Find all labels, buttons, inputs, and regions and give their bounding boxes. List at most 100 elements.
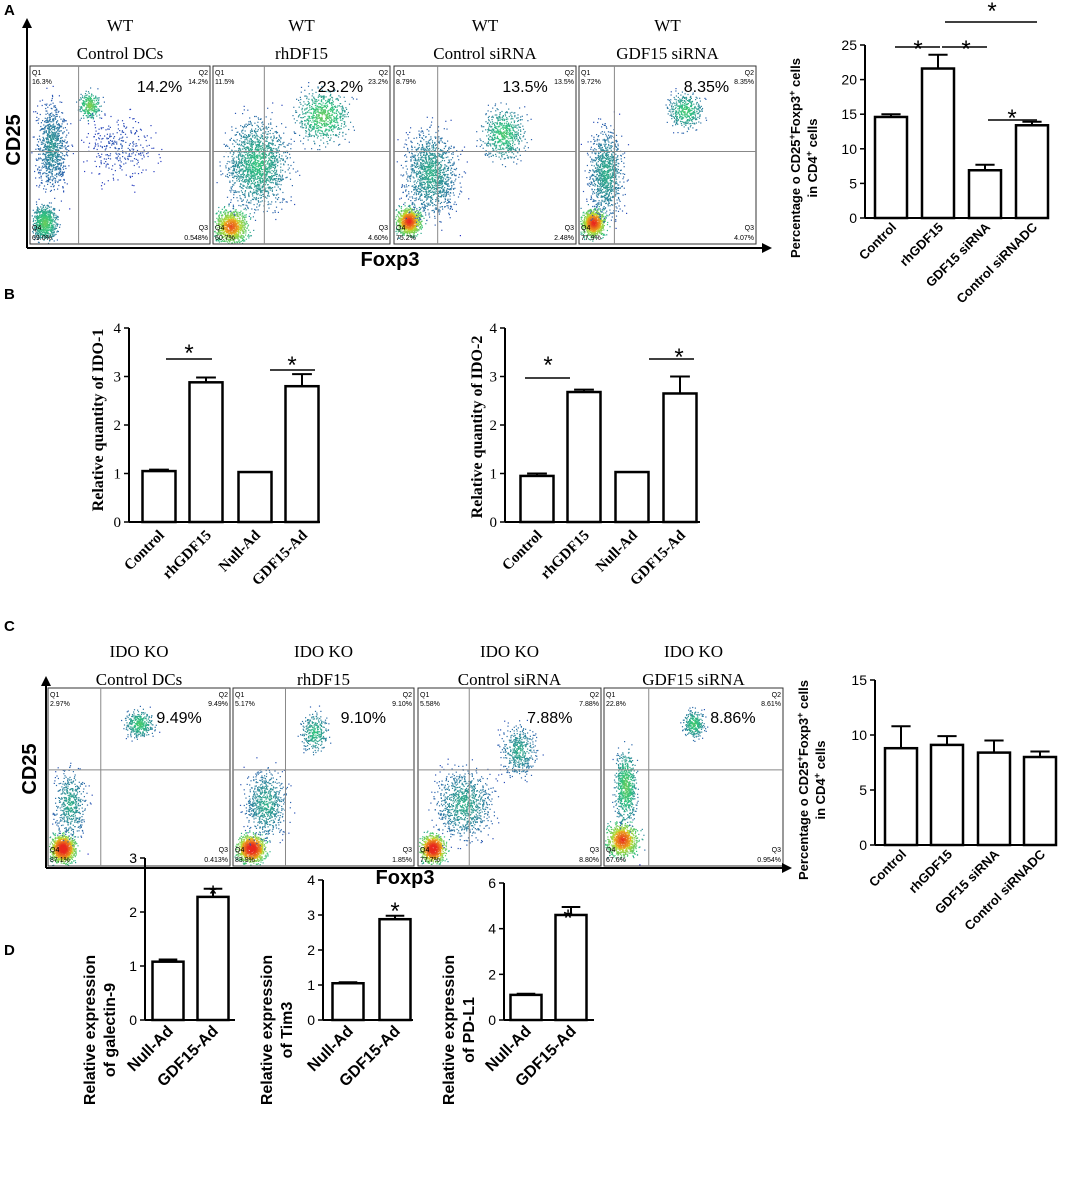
flow-event-dot bbox=[114, 164, 115, 165]
flow-event-dot bbox=[259, 186, 260, 187]
flow-event-dot bbox=[55, 175, 56, 176]
flow-event-dot bbox=[82, 95, 83, 96]
flow-event-dot bbox=[122, 137, 123, 138]
flow-event-dot bbox=[62, 186, 63, 187]
flow-event-dot bbox=[255, 182, 256, 183]
flow-event-dot bbox=[252, 166, 253, 167]
flow-event-dot bbox=[258, 147, 259, 148]
flow-event-dot bbox=[248, 178, 249, 179]
flow-event-dot bbox=[240, 156, 241, 157]
flow-event-dot bbox=[325, 100, 326, 101]
flow-event-dot bbox=[53, 103, 54, 104]
flow-event-dot bbox=[43, 124, 44, 125]
flow-event-dot bbox=[46, 139, 47, 140]
flow-event-dot bbox=[254, 123, 255, 124]
flow-event-dot bbox=[255, 137, 256, 138]
flow-event-dot bbox=[268, 208, 269, 209]
flow-event-dot bbox=[254, 209, 255, 210]
flow-event-dot bbox=[272, 164, 273, 165]
flow-event-dot bbox=[250, 139, 251, 140]
flow-event-dot bbox=[231, 190, 232, 191]
flow-event-dot bbox=[240, 225, 241, 226]
flow-event-dot bbox=[101, 118, 102, 119]
flow-event-dot bbox=[278, 175, 279, 176]
flow-event-dot bbox=[251, 155, 252, 156]
flow-event-dot bbox=[48, 205, 49, 206]
flow-event-dot bbox=[42, 232, 43, 233]
flow-event-dot bbox=[58, 181, 59, 182]
flow-event-dot bbox=[228, 168, 229, 169]
flow-event-dot bbox=[262, 149, 263, 150]
flow-event-dot bbox=[52, 176, 53, 177]
flow-event-dot bbox=[294, 141, 295, 142]
flow-event-dot bbox=[90, 98, 91, 99]
flow-event-dot bbox=[90, 106, 91, 107]
flow-event-dot bbox=[273, 140, 274, 141]
flow-event-dot bbox=[100, 135, 101, 136]
flow-event-dot bbox=[60, 145, 61, 146]
flow-event-dot bbox=[239, 148, 240, 149]
flow-event-dot bbox=[287, 152, 288, 153]
flow-event-dot bbox=[37, 219, 38, 220]
flow-event-dot bbox=[243, 181, 244, 182]
flow-event-dot bbox=[92, 113, 93, 114]
flow-event-dot bbox=[276, 153, 277, 154]
flow-event-dot bbox=[50, 104, 51, 105]
flow-event-dot bbox=[244, 109, 245, 110]
flow-event-dot bbox=[82, 104, 83, 105]
flow-event-dot bbox=[245, 139, 246, 140]
flow-event-dot bbox=[311, 106, 312, 107]
flow-event-dot bbox=[255, 165, 256, 166]
flow-event-dot bbox=[291, 196, 292, 197]
flow-event-dot bbox=[33, 137, 34, 138]
flow-event-dot bbox=[54, 147, 55, 148]
flow-event-dot bbox=[47, 232, 48, 233]
flow-event-dot bbox=[244, 144, 245, 145]
flow-event-dot bbox=[244, 156, 245, 157]
flow-event-dot bbox=[228, 224, 229, 225]
flow-event-dot bbox=[110, 147, 111, 148]
flow-event-dot bbox=[242, 218, 243, 219]
flow-event-dot bbox=[43, 150, 44, 151]
flow-event-dot bbox=[53, 167, 54, 168]
flow-event-dot bbox=[223, 232, 224, 233]
flow-event-dot bbox=[52, 124, 53, 125]
flow-event-dot bbox=[54, 189, 55, 190]
flow-event-dot bbox=[275, 182, 276, 183]
flow-event-dot bbox=[253, 175, 254, 176]
flow-event-dot bbox=[246, 135, 247, 136]
flow-event-dot bbox=[285, 171, 286, 172]
flow-event-dot bbox=[132, 118, 133, 119]
flow-event-dot bbox=[230, 221, 231, 222]
flow-event-dot bbox=[270, 122, 271, 123]
flow-event-dot bbox=[104, 163, 105, 164]
flow-event-dot bbox=[99, 173, 100, 174]
flow-event-dot bbox=[272, 102, 273, 103]
flow-event-dot bbox=[146, 140, 147, 141]
flow-event-dot bbox=[51, 220, 52, 221]
flow-event-dot bbox=[267, 171, 268, 172]
flow-event-dot bbox=[89, 104, 90, 105]
flow-event-dot bbox=[49, 172, 50, 173]
flow-event-dot bbox=[33, 218, 34, 219]
flow-event-dot bbox=[231, 126, 232, 127]
flow-event-dot bbox=[230, 202, 231, 203]
flow-event-dot bbox=[267, 161, 268, 162]
flow-event-dot bbox=[43, 173, 44, 174]
flow-event-dot bbox=[262, 194, 263, 195]
flow-event-dot bbox=[253, 230, 254, 231]
flow-event-dot bbox=[242, 204, 243, 205]
flow-event-dot bbox=[222, 173, 223, 174]
flow-event-dot bbox=[58, 174, 59, 175]
flow-event-dot bbox=[88, 99, 89, 100]
flow-event-dot bbox=[42, 120, 43, 121]
flow-event-dot bbox=[252, 194, 253, 195]
flow-event-dot bbox=[47, 136, 48, 137]
flow-event-dot bbox=[132, 160, 133, 161]
flow-event-dot bbox=[239, 134, 240, 135]
flow-event-dot bbox=[49, 211, 50, 212]
flow-event-dot bbox=[258, 170, 259, 171]
flow-event-dot bbox=[246, 165, 247, 166]
flow-event-dot bbox=[142, 170, 143, 171]
flow-event-dot bbox=[278, 179, 279, 180]
